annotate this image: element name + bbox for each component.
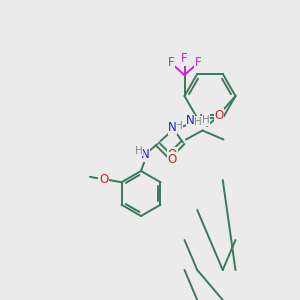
Text: H: H — [202, 115, 210, 125]
Text: N: N — [141, 148, 150, 161]
Text: H: H — [194, 116, 202, 127]
Text: H: H — [175, 121, 182, 131]
Text: H: H — [135, 146, 143, 156]
Text: O: O — [214, 109, 224, 122]
Text: O: O — [168, 152, 177, 166]
Text: F: F — [168, 56, 174, 70]
Text: F: F — [181, 52, 188, 65]
Text: F: F — [195, 56, 201, 70]
Text: N: N — [186, 114, 195, 128]
Text: N: N — [168, 121, 177, 134]
Text: O: O — [168, 148, 177, 161]
Text: O: O — [99, 173, 108, 186]
